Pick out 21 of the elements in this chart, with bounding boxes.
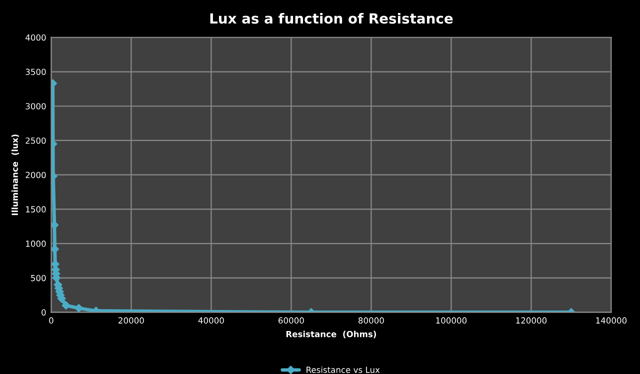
- x-axis-title: Resistance (Ohms): [286, 330, 376, 338]
- x-tick-label: 40000: [198, 317, 224, 324]
- y-tick-label: 0: [42, 309, 46, 316]
- y-axis-title: Illuminance (lux): [12, 134, 19, 216]
- y-tick-label: 3000: [26, 103, 46, 110]
- x-tick-label: 120000: [516, 317, 547, 324]
- y-tick-label: 1000: [26, 240, 46, 247]
- y-tick-label: 2500: [26, 137, 46, 144]
- x-tick-label: 80000: [358, 317, 384, 324]
- x-tick-label: 100000: [436, 317, 467, 324]
- y-tick-label: 2000: [26, 172, 46, 178]
- x-tick-label: 20000: [118, 317, 144, 324]
- chart-title: Lux as a function of Resistance: [210, 12, 453, 24]
- y-tick-label: 4000: [26, 34, 46, 41]
- y-tick-label: 1500: [26, 206, 46, 212]
- x-tick-label: 0: [49, 317, 54, 324]
- legend-label: Resistance vs Lux: [306, 366, 380, 373]
- y-tick-label: 500: [31, 274, 46, 282]
- y-tick-label: 3500: [26, 68, 46, 76]
- x-tick-label: 140000: [596, 317, 627, 324]
- x-tick-label: 60000: [278, 317, 304, 324]
